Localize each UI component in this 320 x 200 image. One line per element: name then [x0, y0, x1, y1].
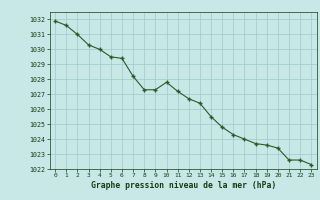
X-axis label: Graphe pression niveau de la mer (hPa): Graphe pression niveau de la mer (hPa)	[91, 181, 276, 190]
